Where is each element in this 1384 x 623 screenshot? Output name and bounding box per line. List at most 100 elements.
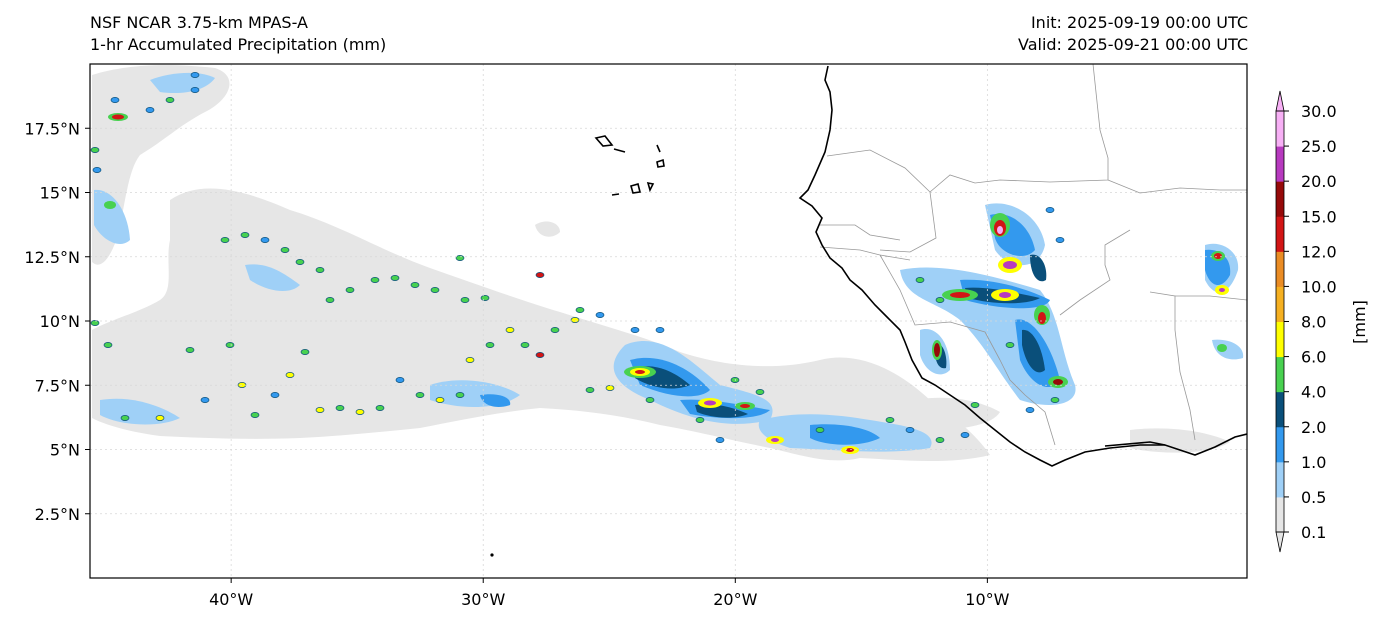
lat-tick-label: 10°N bbox=[40, 312, 80, 331]
precip-cell bbox=[535, 352, 545, 358]
precip-cell bbox=[345, 287, 355, 293]
colorbar-segment bbox=[1276, 251, 1284, 287]
precip-cell bbox=[315, 267, 325, 273]
colorbar-segment bbox=[1276, 321, 1284, 358]
colorbar-segment bbox=[1276, 461, 1284, 498]
colorbar-tick-label: 1.0 bbox=[1301, 453, 1326, 472]
precip-cell bbox=[415, 392, 425, 398]
lat-tick-label: 7.5°N bbox=[35, 376, 80, 395]
precip-cell bbox=[355, 409, 365, 415]
precip-cell bbox=[715, 437, 725, 443]
colorbar-tick-label: 8.0 bbox=[1301, 313, 1326, 332]
valid-time: Valid: 2025-09-21 00:00 UTC bbox=[1017, 35, 1248, 54]
precip-cell bbox=[575, 307, 585, 313]
precip-cell bbox=[110, 97, 120, 103]
colorbar-tick-label: 30.0 bbox=[1301, 102, 1337, 121]
precip-cell bbox=[335, 405, 345, 411]
precip-cell bbox=[695, 417, 705, 423]
precip-cell bbox=[505, 327, 515, 333]
init-time: Init: 2025-09-19 00:00 UTC bbox=[1030, 13, 1248, 32]
colorbar-segment bbox=[1276, 216, 1284, 252]
precip-cell bbox=[190, 72, 200, 78]
precip-cell bbox=[460, 297, 470, 303]
precip-cell bbox=[970, 402, 980, 408]
colorbar-tick-label: 10.0 bbox=[1301, 277, 1337, 296]
lon-tick-label: 20°W bbox=[713, 590, 757, 609]
colorbar-segment bbox=[1276, 146, 1284, 182]
precip-cell bbox=[395, 377, 405, 383]
precip-cell bbox=[935, 297, 945, 303]
precip-scattered-cells bbox=[90, 72, 1065, 443]
field-title: 1-hr Accumulated Precipitation (mm) bbox=[90, 35, 387, 54]
precip-cell bbox=[520, 342, 530, 348]
precip-cell bbox=[280, 247, 290, 253]
colorbar-label: [mm] bbox=[1350, 300, 1369, 344]
colorbar-tick-label: 6.0 bbox=[1301, 348, 1326, 367]
precip-cell bbox=[390, 275, 400, 281]
colorbar-tick-label: 15.0 bbox=[1301, 207, 1337, 226]
colorbar-tick-label: 4.0 bbox=[1301, 383, 1326, 402]
map-axis-ticks: 40°W 30°W 20°W 10°W 2.5°N 5°N 7.5°N 10°N 12.5°N 1… bbox=[24, 119, 1009, 609]
colorbar-segment bbox=[1276, 356, 1284, 393]
colorbar-segment bbox=[1276, 111, 1284, 147]
precip-darkblue-areas bbox=[635, 254, 1047, 418]
precip-cell bbox=[185, 347, 195, 353]
map-header-left: NSF NCAR 3.75-km MPAS-A 1-hr Accumulated… bbox=[90, 12, 386, 56]
precip-cell bbox=[1045, 207, 1055, 213]
precip-cell bbox=[370, 277, 380, 283]
colorbar-tick-label: 2.0 bbox=[1301, 418, 1326, 437]
precip-cell bbox=[190, 87, 200, 93]
colorbar-tick-label: 20.0 bbox=[1301, 172, 1337, 191]
precip-cell bbox=[295, 259, 305, 265]
precip-cell bbox=[270, 392, 280, 398]
precip-cell bbox=[1025, 407, 1035, 413]
precip-cell bbox=[300, 349, 310, 355]
map-gridlines bbox=[90, 64, 1247, 578]
precip-cell bbox=[585, 387, 595, 393]
colorbar-tick-label: 25.0 bbox=[1301, 137, 1337, 156]
colorbar-segment bbox=[1276, 391, 1284, 428]
precip-cell bbox=[200, 397, 210, 403]
precip-cell bbox=[165, 97, 175, 103]
precip-cell bbox=[960, 432, 970, 438]
coastlines bbox=[594, 65, 1247, 467]
precip-cell bbox=[92, 167, 102, 173]
precip-cell bbox=[465, 357, 475, 363]
island-dot bbox=[490, 553, 494, 557]
country-borders bbox=[819, 64, 1247, 446]
colorbar-segment bbox=[1276, 496, 1284, 533]
precip-cell bbox=[145, 107, 155, 113]
colorbar-segment bbox=[1276, 426, 1284, 463]
map-header-right: Init: 2025-09-19 00:00 UTC Valid: 2025-0… bbox=[1018, 12, 1248, 56]
precip-cell bbox=[435, 397, 445, 403]
precip-cell bbox=[285, 372, 295, 378]
precip-cell bbox=[755, 389, 765, 395]
precip-cell bbox=[655, 327, 665, 333]
colorbar: 0.1 0.5 1.0 2.0 4.0 6.0 8.0 10.0 12.0 15.0 20.0 25.… bbox=[1275, 90, 1337, 553]
precip-cell bbox=[630, 327, 640, 333]
precip-cell bbox=[103, 342, 113, 348]
precip-cell bbox=[595, 312, 605, 318]
colorbar-segment bbox=[1276, 286, 1284, 322]
lat-tick-label: 5°N bbox=[50, 441, 80, 460]
precip-cell bbox=[885, 417, 895, 423]
lon-tick-label: 30°W bbox=[461, 590, 505, 609]
colorbar-tick-label: 12.0 bbox=[1301, 242, 1337, 261]
precip-heavy-cores bbox=[104, 113, 1229, 454]
lon-tick-label: 40°W bbox=[209, 590, 253, 609]
precip-cell bbox=[1055, 237, 1065, 243]
lat-tick-label: 15°N bbox=[40, 184, 80, 203]
precip-cell bbox=[480, 295, 490, 301]
colorbar-extend-max bbox=[1275, 90, 1285, 112]
lon-tick-label: 10°W bbox=[965, 590, 1009, 609]
precip-cell bbox=[90, 147, 100, 153]
precip-cell bbox=[410, 282, 420, 288]
precip-cell bbox=[220, 237, 230, 243]
precip-cell bbox=[325, 297, 335, 303]
precip-cell bbox=[570, 317, 580, 323]
precip-cell bbox=[455, 392, 465, 398]
precip-cell bbox=[645, 397, 655, 403]
colorbar-extend-min bbox=[1275, 531, 1285, 553]
precip-cell bbox=[905, 427, 915, 433]
